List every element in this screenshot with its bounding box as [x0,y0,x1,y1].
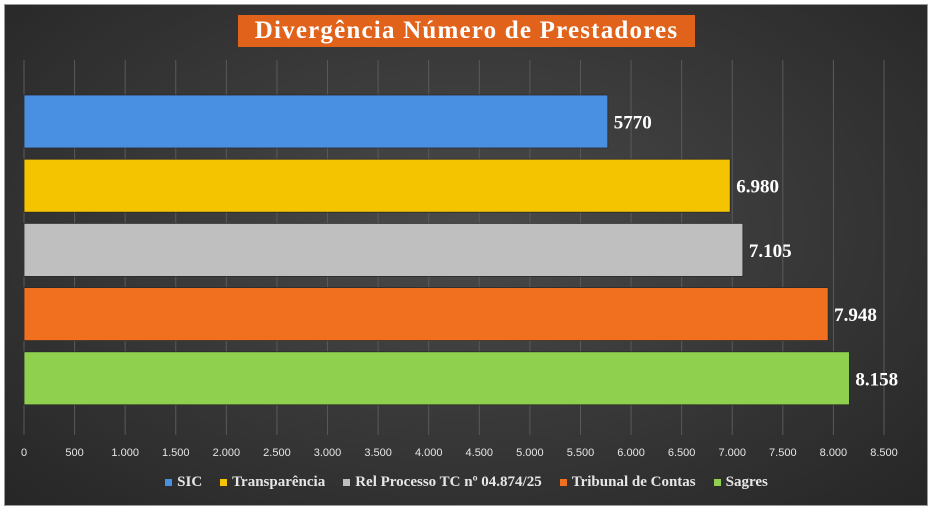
x-tick-label: 0 [21,447,27,459]
legend-swatch [220,479,228,486]
legend: SIC Transparência Rel Processo TC nº 04.87… [0,474,933,491]
bar-transpar-ncia [23,158,731,213]
legend-label: Transparência [232,474,326,490]
legend-item: Rel Processo TC nº 04.874/25 [343,474,542,491]
x-tick-label: 6.000 [617,447,645,459]
x-tick-label: 5.500 [567,447,595,459]
x-tick-label: 7.500 [769,447,797,459]
legend-label: Rel Processo TC nº 04.874/25 [355,474,542,490]
legend-label: SIC [177,474,203,490]
data-label: 7.948 [834,305,877,326]
bar-tribunal-de-contas [23,287,829,342]
bar-sic [23,94,609,149]
legend-label: Sagres [725,474,768,490]
data-labels: 5770 6.980 7.105 7.948 8.158 [614,113,898,391]
chart-title: Divergência Número de Prestadores [238,15,695,47]
legend-swatch [165,479,173,486]
data-label: 5770 [614,113,652,134]
legend-swatch [559,479,567,486]
x-tick-label: 8.000 [820,447,848,459]
data-label: 7.105 [749,241,792,262]
x-tick-label: 2.500 [263,447,291,459]
legend-swatch [713,479,721,486]
x-tick-label: 8.500 [870,447,898,459]
x-axis-ticks: 0 500 1.000 1.500 2.000 2.500 3.000 3.500 4.000 4… [21,447,898,459]
x-tick-label: 5.000 [516,447,544,459]
x-tick-label: 1.500 [162,447,190,459]
x-tick-label: 4.000 [415,447,443,459]
legend-label: Tribunal de Contas [571,474,696,490]
legend-item: Tribunal de Contas [559,474,696,491]
data-label: 8.158 [855,369,898,390]
x-tick-label: 1.000 [111,447,139,459]
x-tick-label: 2.000 [213,447,241,459]
legend-item: Sagres [713,474,768,491]
x-tick-label: 7.000 [718,447,746,459]
x-tick-label: 4.500 [466,447,494,459]
x-tick-label: 500 [65,447,83,459]
legend-item: Transparência [220,474,325,491]
x-tick-label: 6.500 [668,447,696,459]
bars [23,94,850,406]
legend-swatch [343,479,351,486]
data-label: 6.980 [736,177,779,198]
x-tick-label: 3.000 [314,447,342,459]
bar-rel-processo-tc-n-04-874-25 [23,222,744,277]
bar-sagres [23,351,850,406]
x-tick-label: 3.500 [364,447,392,459]
legend-item: SIC [165,474,202,491]
